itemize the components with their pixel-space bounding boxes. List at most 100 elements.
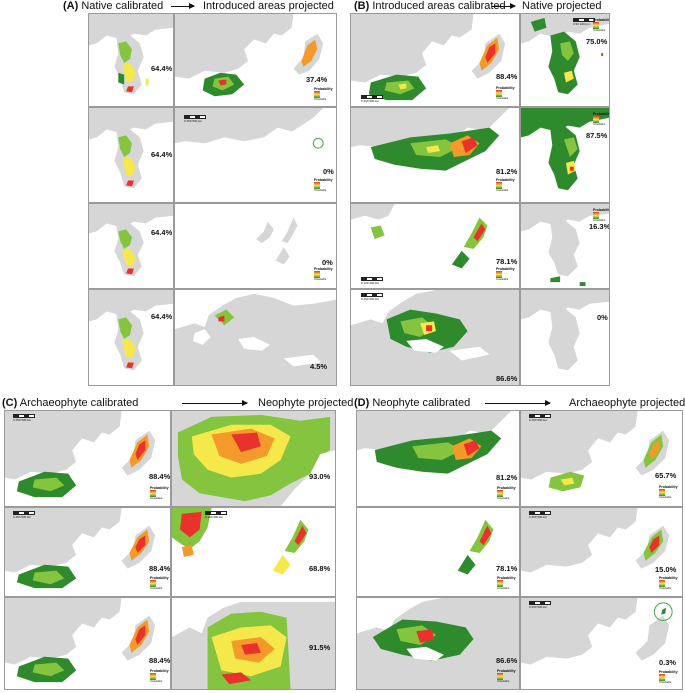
scale-bar-b1: 0 250 500 km (361, 95, 383, 103)
panel-a-left-label: Native calibrated (81, 0, 164, 12)
map-a-native-4: 64.4% (88, 289, 174, 386)
legend-color-bar (496, 90, 502, 98)
legend-color-bar (150, 673, 156, 681)
pct-d-left-3: 86.6% (496, 656, 518, 665)
pct-d-right-2: 15.0% (655, 565, 677, 574)
scale-bar-graphic (529, 511, 551, 515)
panel-c-left-label: Archaeophyte calibrated (19, 397, 139, 409)
map-c-archaeo-2: 0 250 500 km 88.4% Probability Unsuitabl… (4, 507, 171, 597)
map-b-native-2: Probability Unsuitable 87.5% (520, 107, 610, 203)
legend-low-label: Unsuitable (314, 189, 327, 193)
legend-low-label: Unsuitable (496, 97, 509, 101)
legend-color-bar (496, 182, 502, 190)
pct-a-right-4: 4.5% (310, 362, 328, 371)
panel-c-right-label: Neophyte projected (258, 397, 354, 409)
scale-label: 0 250 500 km (13, 417, 32, 422)
legend-title: Probability (659, 485, 678, 489)
panel-d-title: (D) Neophyte calibrated (354, 397, 470, 409)
legend-low-label: Unsuitable (593, 29, 606, 33)
pct-c-right-2: 68.8% (309, 564, 331, 573)
legend-title: Probability (659, 576, 678, 580)
legend-low-label: Unsuitable (496, 189, 509, 193)
map-c-archaeo-1: 0 250 500 km 88.4% Probability Unsuitabl… (4, 410, 171, 507)
scale-label: 0 250 500 km (361, 296, 380, 301)
scale-bar-b3: 0 100 200 km (361, 277, 383, 285)
legend-title: Probability (150, 669, 169, 673)
panel-b-left-label: Introduced areas calibrated (372, 0, 506, 12)
scale-label: 0 250 500 km (529, 604, 548, 609)
legend-title: Probability (659, 670, 678, 674)
pct-b-left-3: 78.1% (496, 257, 518, 266)
legend-low-label: Unsuitable (497, 497, 510, 501)
pct-b-right-2: 87.5% (586, 131, 608, 140)
pct-b-left-4: 86.6% (496, 374, 518, 383)
scale-label: 0 250 500 km (13, 514, 32, 519)
legend-low-label: Unsuitable (659, 681, 672, 685)
pct-c-left-1: 88.4% (149, 472, 171, 481)
pct-a-left-4: 64.4% (151, 312, 173, 321)
pct-d-left-1: 81.2% (496, 473, 518, 482)
legend-low-label: Unsuitable (593, 123, 606, 127)
map-b-native-3: Probability Unsuitable 16.3% (520, 203, 610, 289)
legend-c-2: Probability Unsuitable (150, 576, 169, 590)
legend-color-bar (497, 580, 503, 588)
legend-title: Probability (593, 208, 610, 212)
legend-low-label: Unsuitable (659, 587, 672, 591)
legend-title: Probability (593, 18, 610, 22)
pct-a-right-3: 0% (322, 258, 333, 267)
legend-color-bar (496, 271, 502, 279)
pct-c-right-1: 93.0% (309, 472, 331, 481)
pct-b-right-4: 0% (597, 313, 608, 322)
pct-b-left-2: 81.2% (496, 167, 518, 176)
scale-bar-graphic (13, 511, 35, 515)
map-d-neo-europe: 86.6% Probability Unsuitable (356, 597, 520, 690)
legend-title: Probability (497, 576, 516, 580)
legend-low-label: Unsuitable (659, 496, 672, 500)
legend-low-label: Unsuitable (497, 587, 510, 591)
scale-bar-graphic (184, 115, 206, 119)
scale-bar-d3: 0 250 500 km (529, 601, 551, 609)
scale-bar-graphic (529, 414, 551, 418)
legend-title: Probability (496, 267, 515, 271)
legend-low-label: Unsuitable (150, 680, 163, 684)
pct-b-left-1: 88.4% (496, 72, 518, 81)
panel-c-letter: (C) (2, 397, 18, 409)
panel-a-arrow (171, 3, 195, 9)
legend-title: Probability (497, 486, 516, 490)
legend-d-right-1: Probability Unsuitable (659, 485, 678, 500)
map-b-europe: 0 250 500 km 86.6% (350, 289, 520, 386)
legend-color-bar (314, 271, 320, 279)
legend-title: Probability (593, 112, 610, 116)
legend-low-label: Unsuitable (314, 98, 327, 102)
map-a-native-2: 64.4% (88, 107, 174, 203)
legend-title: Probability (497, 669, 516, 673)
legend-low-label: Unsuitable (314, 278, 327, 282)
legend-title: Probability (496, 86, 515, 90)
legend-color-bar (314, 182, 320, 190)
legend-low-label: Unsuitable (593, 219, 606, 223)
scale-bar-na: 0 250 500 km (184, 115, 206, 123)
legend-a-3: Probability Unsuitable (314, 267, 333, 282)
map-c-archaeo-3: 88.4% Probability Unsuitable (4, 597, 171, 690)
panel-c-title: (C) Archaeophyte calibrated (2, 397, 138, 409)
legend-c-3: Probability Unsuitable (150, 669, 169, 684)
legend-title: Probability (150, 486, 169, 490)
pct-a-right-2: 0% (323, 167, 334, 176)
map-a-europe: 4.5% (174, 289, 337, 386)
map-c-neo-newzealand: 0 100 200 km 68.8% (171, 507, 336, 597)
legend-color-bar (659, 674, 665, 682)
map-b-eastasia: 0 250 500 km 88.4% Probability Unsuitabl… (350, 13, 520, 107)
scale-label: 0 250 500 km (184, 118, 203, 123)
pct-b-right-3: 16.3% (589, 222, 610, 231)
pct-c-left-3: 88.4% (149, 656, 171, 665)
map-a-native-1: 64.4% (88, 13, 174, 107)
map-a-eastasia: 37.4% Probability Unsuitable (174, 13, 337, 107)
panel-c-arrow (182, 400, 248, 406)
map-a-northamerica: 0 250 500 km 0% Probability Unsuitable (174, 107, 337, 203)
legend-b-native-3: Probability Unsuitable (593, 208, 610, 223)
legend-d-right-3: Probability Unsuitable (659, 670, 678, 685)
legend-low-label: Unsuitable (150, 497, 163, 501)
legend-color-bar (497, 673, 503, 681)
legend-b-native-2: Probability Unsuitable (593, 112, 610, 127)
scale-bar-d2: 0 250 500 km (529, 511, 551, 519)
